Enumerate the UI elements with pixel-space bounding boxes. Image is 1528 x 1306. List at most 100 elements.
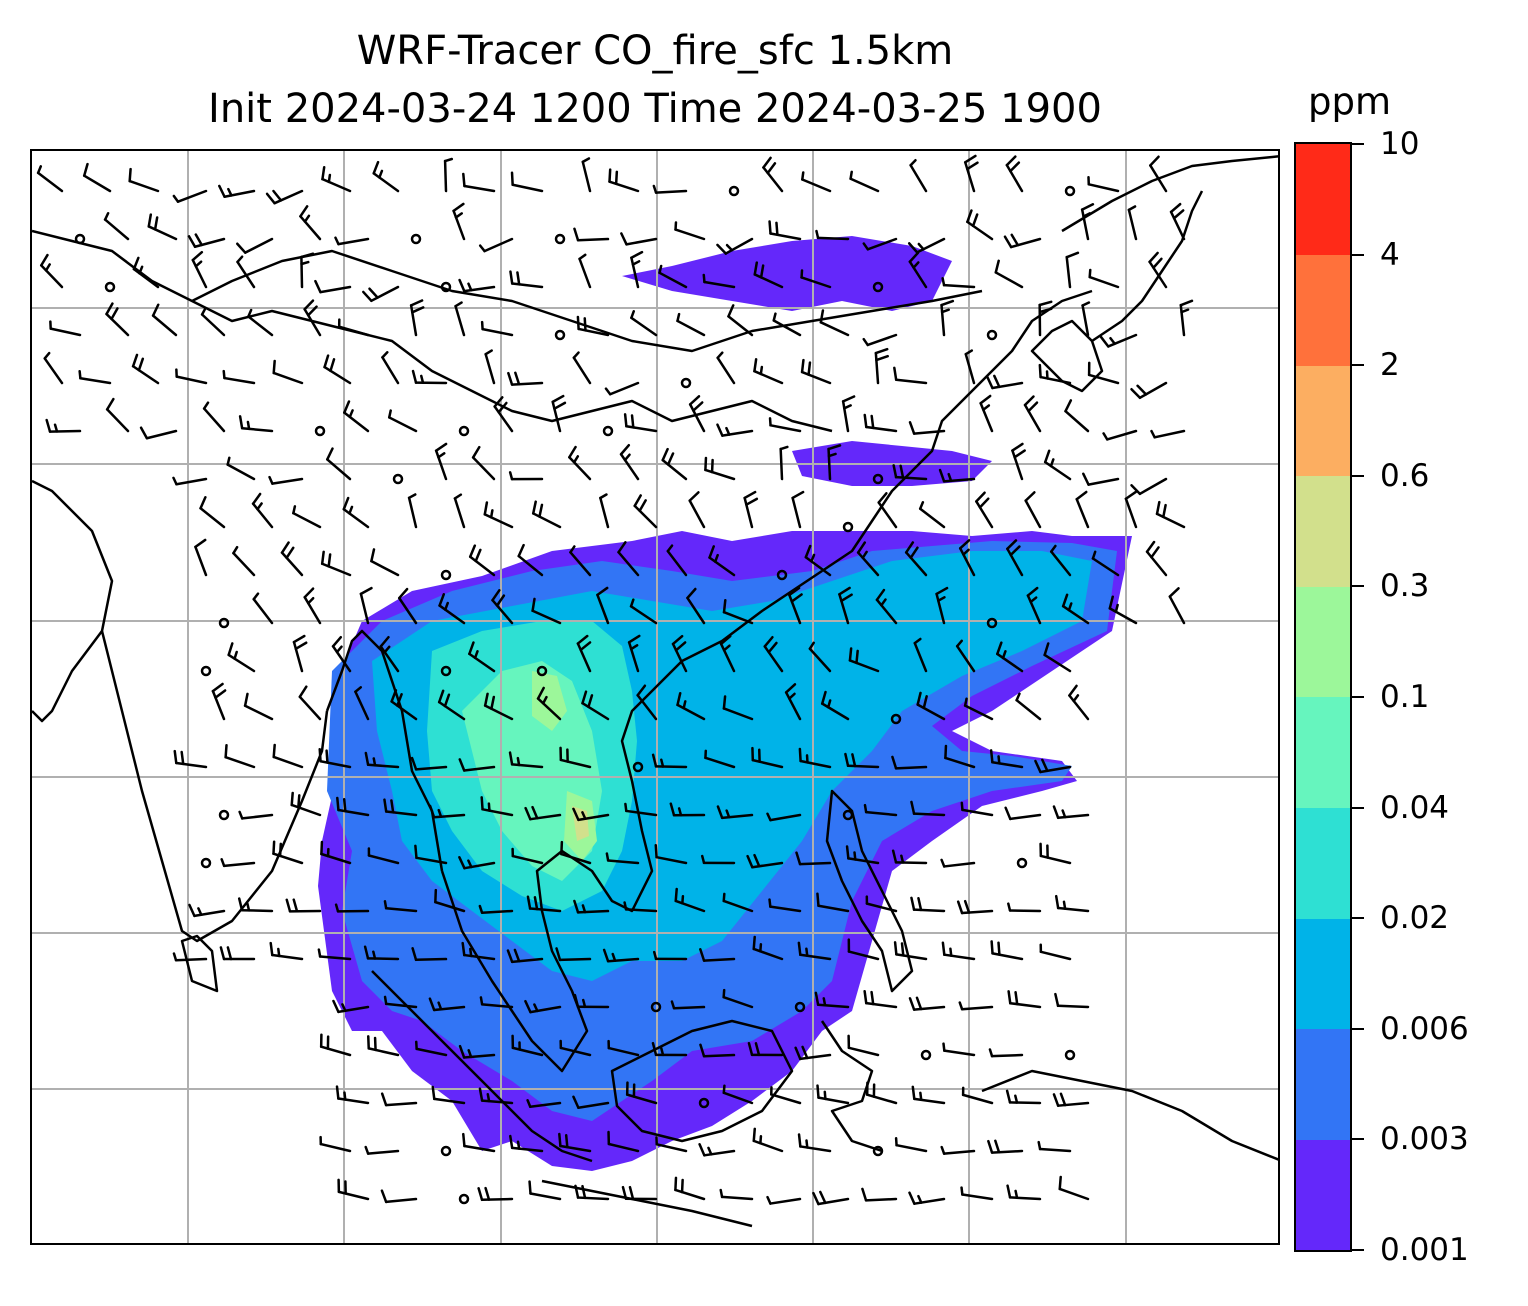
wind-barb-shaft	[175, 477, 208, 486]
colorbar-tick-label: 0.1	[1380, 679, 1430, 715]
wind-barb-feather	[343, 1091, 347, 1101]
wind-barb-shaft	[298, 695, 322, 721]
wind-barb-feather	[1043, 449, 1051, 464]
wind-barb-shaft	[955, 644, 976, 673]
wind-barb-shaft	[463, 861, 496, 870]
wind-barb-feather	[1099, 335, 1110, 348]
wind-barb-feather	[363, 945, 370, 960]
wind-barb-feather	[719, 634, 732, 646]
wind-barb-shaft	[511, 854, 544, 865]
wind-barb-shaft	[630, 316, 658, 337]
wind-barb-feather	[966, 161, 979, 171]
wind-barb-feather	[581, 1184, 587, 1200]
wind-barb-feather	[564, 1133, 569, 1149]
wind-barb-shaft	[551, 400, 562, 433]
wind-barb-feather	[676, 312, 681, 323]
wind-barb-feather	[763, 636, 774, 648]
wind-barb-feather	[982, 404, 991, 411]
wind-barb-shaft	[799, 759, 832, 769]
colorbar-tick	[1352, 143, 1364, 145]
coastline-india	[32, 479, 114, 723]
calm-wind-marker	[392, 473, 404, 485]
wind-barb-feather	[899, 464, 905, 479]
calm-wind-marker	[872, 1145, 884, 1157]
wind-barb-feather	[861, 550, 868, 560]
wind-barb-feather	[820, 690, 827, 705]
wind-barb-feather	[516, 756, 521, 767]
wind-barb-feather	[132, 256, 140, 271]
wind-barb-shaft	[292, 511, 322, 529]
wind-barb-shaft	[366, 957, 400, 961]
wind-barb-shaft	[536, 697, 562, 721]
wind-barb-shaft	[531, 609, 562, 625]
calm-wind-marker	[218, 617, 230, 629]
wind-barb-shaft	[484, 352, 496, 385]
calm-wind-marker	[458, 425, 470, 437]
wind-barb-shaft	[415, 856, 448, 865]
wind-barb-feather	[630, 310, 636, 320]
wind-barb-feather	[816, 892, 820, 907]
coastline-japan	[1091, 190, 1204, 343]
wind-barb-shaft	[462, 765, 496, 772]
wind-barb-feather	[1061, 809, 1067, 819]
wind-barb-shaft	[434, 900, 466, 913]
coastline-philippines	[825, 789, 914, 993]
wind-barb-feather	[845, 845, 850, 860]
wind-barb-shaft	[719, 642, 736, 673]
wind-barb-feather	[659, 1046, 665, 1057]
wind-barb-feather	[454, 212, 463, 219]
wind-barb-feather	[306, 305, 318, 317]
wind-barb-feather	[484, 349, 493, 356]
wind-barb-shaft	[608, 381, 640, 396]
wind-barb-feather	[722, 1084, 726, 1095]
wind-barb-shaft	[290, 803, 322, 817]
wind-barb-shaft	[483, 513, 514, 529]
wind-barb-feather	[491, 589, 501, 602]
calm-wind-marker	[986, 329, 998, 341]
wind-barb-feather	[226, 456, 231, 466]
wind-barb-shaft	[1061, 604, 1090, 625]
wind-barb-feather	[1006, 539, 1018, 551]
wind-barb-feather	[516, 1140, 521, 1150]
wind-barb-shaft	[510, 1146, 544, 1153]
wind-barb-shaft	[1169, 210, 1186, 241]
wind-barb-shaft	[243, 704, 274, 721]
wind-barb-shaft	[510, 282, 544, 289]
wind-barb-feather	[892, 464, 898, 479]
wind-barb-feather	[1006, 1184, 1012, 1199]
wind-barb-shaft	[1039, 765, 1072, 774]
colorbar-tick	[1352, 1249, 1364, 1251]
wind-barb-feather	[958, 539, 971, 550]
wind-barb-feather	[636, 684, 647, 697]
wind-barb-shaft	[799, 1053, 832, 1061]
wind-barb-feather	[1150, 429, 1156, 439]
wind-barb-feather	[801, 1045, 809, 1060]
wind-barb-feather	[960, 1186, 964, 1196]
wind-barb-shaft	[319, 1045, 352, 1057]
wind-barb-shaft	[912, 812, 946, 817]
wind-barb-feather	[526, 895, 532, 910]
wind-barb-feather	[629, 598, 635, 608]
wind-barb-shaft	[838, 593, 850, 625]
wind-barb-shaft	[1127, 208, 1138, 241]
wind-barb-feather	[862, 242, 870, 251]
wind-barb-feather	[428, 997, 436, 1012]
wind-barb-feather	[919, 1091, 923, 1102]
wind-barb-feather	[848, 647, 853, 662]
wind-barb-shaft	[577, 1101, 610, 1110]
wind-barb-feather	[1080, 203, 1095, 211]
wind-barb-feather	[444, 601, 449, 611]
coastline-malay-sumatra	[371, 970, 593, 1163]
wind-barb-feather	[362, 290, 373, 303]
wind-barb-feather	[172, 952, 178, 962]
wind-barb-shaft	[1056, 813, 1090, 820]
wind-barb-shaft	[48, 429, 82, 433]
wind-barb-shaft	[384, 906, 418, 913]
wind-barb-shaft	[292, 640, 304, 673]
wind-barb-shaft	[1038, 1147, 1072, 1153]
wind-barb-shaft	[390, 700, 418, 721]
wind-barb-feather	[510, 171, 514, 187]
wind-barb-feather	[480, 796, 484, 811]
wind-barb-feather	[191, 250, 204, 262]
wind-barb-feather	[788, 692, 796, 700]
